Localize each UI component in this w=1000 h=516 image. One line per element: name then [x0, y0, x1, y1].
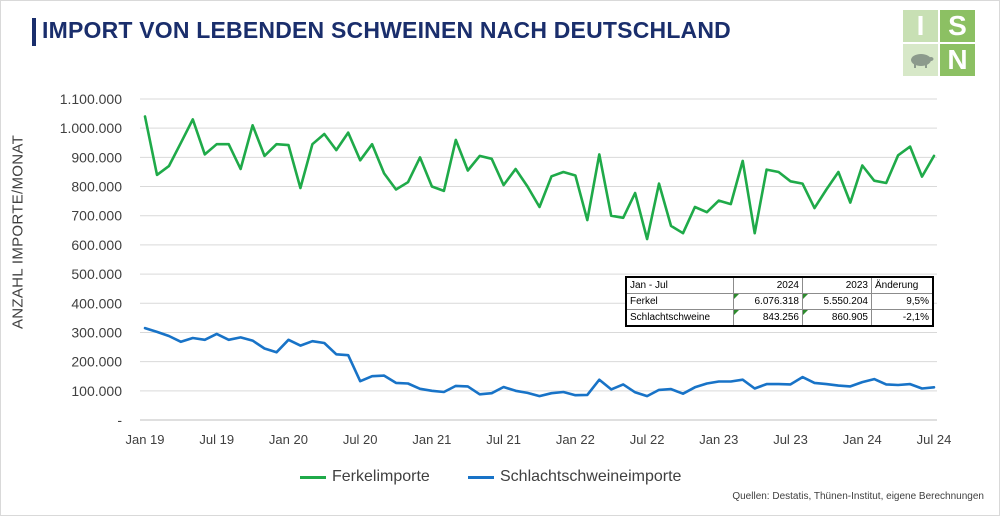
x-tick-label: Jan 22 — [556, 432, 595, 447]
x-tick-label: Jul 19 — [199, 432, 234, 447]
summary-row-label: Ferkel — [625, 293, 734, 310]
y-tick-label: 800.000 — [71, 179, 122, 195]
logo-tile-s: S — [940, 10, 975, 42]
summary-header-2023: 2023 — [802, 276, 872, 294]
y-tick-label: 100.000 — [71, 383, 122, 399]
legend-swatch-ferkelimporte — [300, 475, 326, 479]
logo-tile-pig — [903, 44, 938, 76]
y-tick-label: 700.000 — [71, 208, 122, 224]
x-tick-label: Jan 24 — [843, 432, 882, 447]
summary-header-row: Jan - Jul 2024 2023 Änderung — [625, 276, 934, 294]
summary-value-2023: 860.905 — [802, 309, 872, 327]
x-tick-label: Jul 20 — [343, 432, 378, 447]
x-tick-label: Jan 23 — [699, 432, 738, 447]
y-tick-label: 500.000 — [71, 266, 122, 282]
x-tick-label: Jan 19 — [125, 432, 164, 447]
summary-value-2023: 5.550.204 — [802, 293, 872, 310]
x-tick-label: Jul 24 — [917, 432, 952, 447]
logo-tile-n: N — [940, 44, 975, 76]
logo-tile-i: I — [903, 10, 938, 42]
y-tick-label: 1.100.000 — [60, 91, 122, 107]
summary-value-2024: 843.256 — [733, 309, 803, 327]
source-note: Quellen: Destatis, Thünen-Institut, eige… — [732, 491, 984, 502]
y-tick-label: 1.000.000 — [60, 120, 122, 136]
summary-row-label: Schlachtschweine — [625, 309, 734, 327]
legend-item-ferkelimporte: Ferkelimporte — [300, 468, 430, 486]
x-tick-label: Jul 21 — [486, 432, 521, 447]
legend-swatch-schlachtschweineimporte — [468, 475, 494, 479]
summary-value-change: 9,5% — [871, 293, 934, 310]
series-line-schlachtschweineimporte — [143, 326, 936, 398]
series-line-ferkelimporte — [143, 115, 936, 241]
x-tick-label: Jan 21 — [412, 432, 451, 447]
summary-table: Jan - Jul 2024 2023 Änderung Ferkel 6.07… — [625, 276, 934, 327]
chart-legend: Ferkelimporte Schlachtschweineimporte — [0, 468, 1000, 488]
summary-value-change: -2,1% — [871, 309, 934, 327]
summary-header-2024: 2024 — [733, 276, 803, 294]
summary-row-schlachtschweine: Schlachtschweine 843.256 860.905 -2,1% — [625, 309, 934, 327]
summary-header-period: Jan - Jul — [625, 276, 734, 294]
pig-icon — [910, 54, 933, 68]
legend-item-schlachtschweineimporte: Schlachtschweineimporte — [468, 468, 681, 486]
summary-header-change: Änderung — [871, 276, 934, 294]
chart-title: IMPORT VON LEBENDEN SCHWEINEN NACH DEUTS… — [42, 17, 731, 43]
legend-label: Schlachtschweineimporte — [500, 468, 682, 485]
legend-label: Ferkelimporte — [332, 468, 430, 485]
x-tick-label: Jul 23 — [773, 432, 808, 447]
x-tick-label: Jul 22 — [630, 432, 665, 447]
x-tick-label: Jan 20 — [269, 432, 308, 447]
y-tick-label: 200.000 — [71, 354, 122, 370]
summary-value-2024: 6.076.318 — [733, 293, 803, 310]
summary-row-ferkel: Ferkel 6.076.318 5.550.204 9,5% — [625, 293, 934, 310]
isn-logo: I S N — [903, 10, 975, 76]
title-accent-bar — [32, 18, 36, 46]
y-tick-label: 300.000 — [71, 324, 122, 340]
y-tick-label: 600.000 — [71, 237, 122, 253]
y-tick-label: 900.000 — [71, 149, 122, 165]
y-tick-label: - — [117, 412, 122, 428]
y-tick-label: 400.000 — [71, 295, 122, 311]
